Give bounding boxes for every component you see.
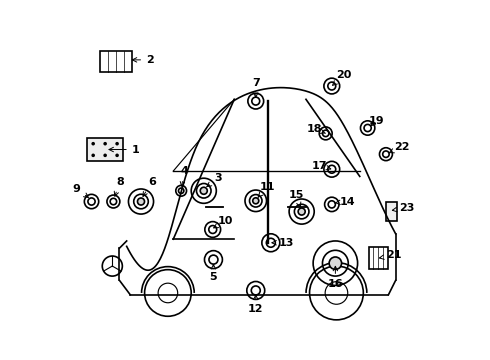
Circle shape — [115, 142, 119, 145]
Circle shape — [103, 154, 107, 157]
Text: 4: 4 — [180, 166, 188, 186]
Circle shape — [200, 187, 207, 194]
Text: 14: 14 — [335, 197, 356, 207]
Text: 15: 15 — [288, 190, 304, 207]
Circle shape — [298, 208, 305, 215]
Text: 5: 5 — [210, 265, 217, 282]
Text: 1: 1 — [109, 144, 140, 154]
Circle shape — [103, 142, 107, 145]
Bar — [386, 202, 397, 221]
Text: 8: 8 — [114, 177, 124, 196]
Circle shape — [253, 198, 259, 204]
Text: 2: 2 — [132, 55, 154, 65]
Text: 13: 13 — [272, 238, 294, 248]
Text: 17: 17 — [312, 161, 331, 171]
Text: 12: 12 — [248, 295, 264, 314]
Text: 3: 3 — [207, 173, 222, 186]
Text: 9: 9 — [73, 184, 88, 198]
Text: 10: 10 — [214, 216, 233, 228]
Text: 19: 19 — [369, 116, 385, 126]
Text: 6: 6 — [143, 177, 156, 197]
Circle shape — [329, 257, 342, 269]
Bar — [368, 247, 388, 269]
Text: 11: 11 — [258, 182, 275, 197]
Text: 16: 16 — [327, 266, 343, 289]
Circle shape — [138, 198, 145, 205]
Bar — [100, 51, 132, 72]
Bar — [87, 138, 123, 161]
Text: 21: 21 — [379, 250, 402, 260]
Text: 22: 22 — [389, 142, 410, 153]
Circle shape — [115, 154, 119, 157]
Circle shape — [92, 142, 95, 145]
Circle shape — [92, 154, 95, 157]
Text: 18: 18 — [307, 124, 325, 134]
Text: 23: 23 — [392, 203, 414, 213]
Text: 7: 7 — [252, 78, 260, 97]
Text: 20: 20 — [333, 70, 351, 85]
